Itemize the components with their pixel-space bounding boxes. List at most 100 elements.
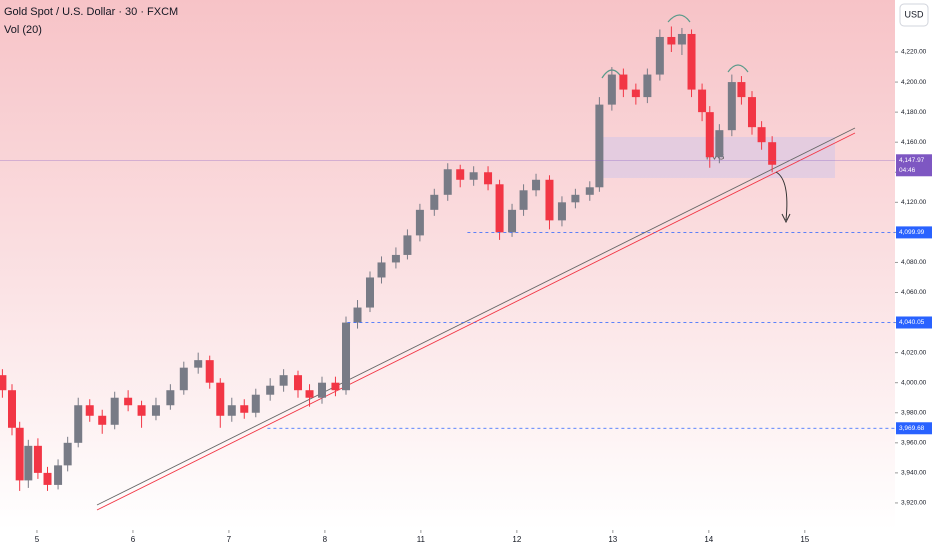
candle-body (747, 97, 756, 128)
candle-body (768, 142, 777, 165)
candle-body (443, 169, 452, 195)
currency: USD (904, 9, 924, 19)
candle-body (24, 445, 33, 481)
candle-body (519, 190, 528, 210)
trendline (96, 127, 856, 506)
trendline (96, 132, 856, 511)
level-label: 4,099.99 (899, 229, 925, 236)
y-tick-label: 4,160.00 (901, 139, 927, 146)
candle-body (137, 405, 146, 416)
candle-body (7, 390, 16, 428)
candle-body (677, 33, 686, 45)
candle-body (643, 74, 652, 98)
x-tick-label: 13 (608, 535, 617, 544)
candle-body (110, 397, 119, 425)
candle-body (698, 89, 707, 113)
x-tick-label: 6 (131, 535, 136, 544)
candle-body (318, 382, 327, 398)
y-tick-label: 4,120.00 (901, 199, 927, 206)
candle-body (469, 172, 478, 180)
currency-box[interactable] (899, 3, 929, 27)
chart-title: Gold Spot / U.S. Dollar · 30 · FXCM (4, 6, 178, 18)
candle-body (0, 375, 7, 391)
candle-body (205, 360, 214, 383)
x-tick-label: 5 (35, 535, 40, 544)
y-tick-label: 4,200.00 (901, 79, 927, 86)
marks (0, 26, 777, 491)
candle-body (484, 172, 493, 185)
candle-body (415, 209, 424, 236)
y-tick-label: 4,080.00 (901, 259, 927, 266)
level-label: 3,969.68 (899, 425, 925, 432)
candle-body (365, 277, 374, 308)
candle-body (294, 375, 303, 391)
candle-body (54, 465, 63, 485)
candle-body (619, 74, 628, 90)
y-tick-label: 3,980.00 (901, 409, 927, 416)
candle-body (532, 179, 541, 191)
candle-body (15, 427, 24, 481)
candle-body (631, 89, 640, 98)
candle-body (227, 405, 236, 416)
candle-body (279, 375, 288, 386)
candle-body (430, 194, 439, 210)
candle-body (266, 385, 275, 395)
y-tick-label: 4,000.00 (901, 379, 927, 386)
candle-body (33, 445, 42, 473)
candle-body (216, 382, 225, 416)
candle-body (667, 36, 676, 45)
level-tag (896, 226, 932, 239)
plot-background (0, 0, 895, 530)
candle-body (331, 382, 340, 391)
candle-body (403, 235, 412, 255)
x-tick-label: 8 (323, 535, 328, 544)
candle-body (557, 202, 566, 221)
candle-body (687, 33, 696, 90)
y-tick-label: 4,060.00 (901, 289, 927, 296)
candle-body (85, 405, 94, 416)
y-tick-label: 3,960.00 (901, 440, 927, 447)
candle-body (391, 254, 400, 263)
countdown: 04:46 (899, 167, 916, 174)
candle-body (508, 209, 517, 233)
candle-body (74, 405, 83, 443)
candle-body (179, 367, 188, 391)
y-tick-label: 4,020.00 (901, 349, 927, 356)
x-tick-label: 12 (512, 535, 521, 544)
candle-body (305, 390, 314, 398)
candle-body (737, 82, 746, 98)
price-axis (895, 0, 932, 550)
candle-body (495, 184, 504, 233)
candle-body (98, 415, 107, 425)
candle-body (353, 307, 362, 323)
candle-body (545, 179, 554, 221)
indicator-label: Vol (20) (4, 24, 42, 36)
candle-body (456, 169, 465, 180)
projection-arrow (775, 171, 791, 224)
candle-body (705, 112, 714, 158)
level-tag (896, 422, 932, 435)
candle-body (240, 405, 249, 413)
candle-body (607, 74, 616, 105)
level-label: 4,040.05 (899, 319, 925, 326)
last-price-label: 4,147.97 (899, 157, 925, 164)
candle-body (571, 194, 580, 203)
x-tick-label: 7 (227, 535, 232, 544)
time-axis (0, 530, 895, 550)
candle-body (715, 130, 724, 158)
y-tick-label: 3,920.00 (901, 500, 927, 507)
candle-body (595, 104, 604, 188)
candle-body (166, 390, 175, 406)
y-tick-label: 4,220.00 (901, 49, 927, 56)
y-tick-label: 3,940.00 (901, 470, 927, 477)
candle-body (124, 397, 133, 406)
candle-body (585, 187, 594, 195)
candle-body (63, 442, 72, 466)
x-tick-label: 11 (417, 535, 426, 544)
candle-body (151, 405, 160, 416)
level-tag (896, 316, 932, 329)
candle-body (43, 472, 52, 485)
candle-body (655, 36, 664, 75)
y-tick-label: 4,180.00 (901, 109, 927, 116)
